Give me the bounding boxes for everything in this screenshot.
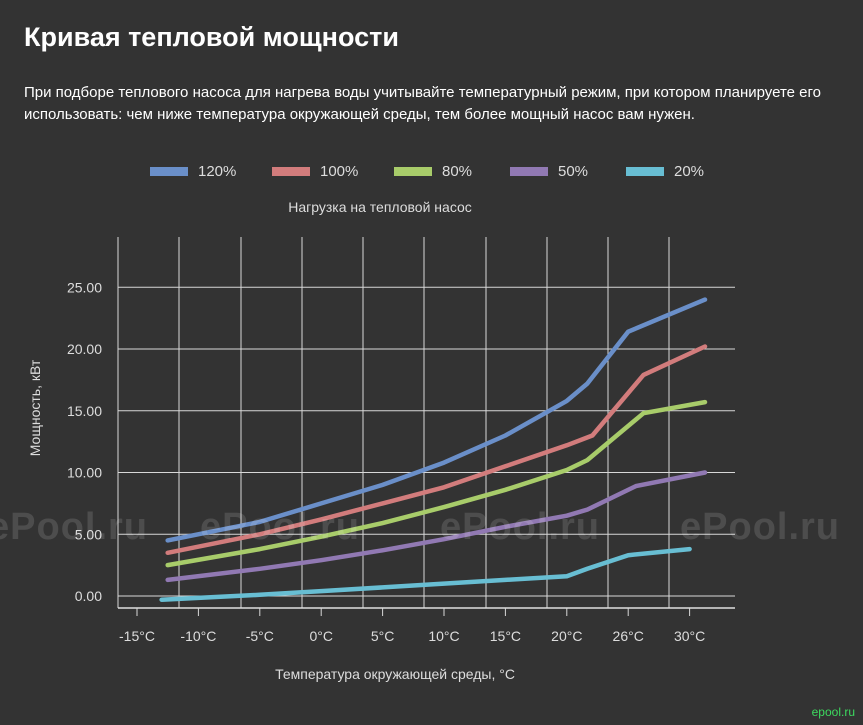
- series-line-0: [165, 297, 708, 543]
- footer-logo: epool.ru: [811, 705, 855, 719]
- legend-label: 50%: [558, 162, 589, 180]
- x-tick-label: 10°C: [428, 628, 459, 644]
- legend-label: 80%: [442, 162, 473, 180]
- series-line-3: [165, 470, 708, 583]
- x-tick-label: -5°C: [246, 628, 274, 644]
- x-tick-label: 5°C: [371, 628, 395, 644]
- legend-label: 100%: [320, 162, 359, 180]
- watermark-4: ePool.ru: [680, 506, 841, 548]
- legend-item-0[interactable]: 120%: [150, 158, 236, 184]
- x-tick-label: -15°C: [119, 628, 155, 644]
- legend-swatch: [510, 166, 548, 176]
- x-axis-label: Температура окружающей среды, °C: [275, 666, 515, 682]
- legend-item-4[interactable]: 20%: [626, 158, 704, 184]
- x-tick-label: 26°C: [613, 628, 644, 644]
- legend-swatch: [394, 166, 432, 176]
- x-tick-label: 30°C: [674, 628, 705, 644]
- page-description: При подборе теплового насоса для нагрева…: [24, 84, 821, 123]
- chart-legend: 120% 100% 80% 50% 20%: [0, 158, 863, 184]
- legend-swatch: [272, 166, 310, 176]
- legend-item-2[interactable]: 80%: [394, 158, 472, 184]
- x-tick-label: -10°C: [180, 628, 216, 644]
- y-tick-label: 20.00: [67, 341, 102, 357]
- legend-label: 20%: [674, 162, 705, 180]
- y-tick-label: 5.00: [75, 526, 102, 542]
- y-tick-label: 25.00: [67, 279, 102, 295]
- legend-swatch: [150, 166, 188, 176]
- chart-title: Нагрузка на тепловой насос: [288, 199, 472, 215]
- page-title: Кривая тепловой мощности: [24, 22, 399, 52]
- legend-item-1[interactable]: 100%: [272, 158, 358, 184]
- watermark-2: ePool.ru: [200, 506, 361, 548]
- y-tick-label: 10.00: [67, 465, 102, 481]
- watermark-1: ePool.ru: [0, 506, 149, 548]
- series-line-4: [159, 546, 692, 602]
- y-axis-label: Мощность, кВт: [27, 359, 43, 456]
- x-tick-label: 0°C: [309, 628, 333, 644]
- series-line-1: [165, 344, 708, 556]
- legend-item-3[interactable]: 50%: [510, 158, 588, 184]
- y-tick-label: 0.00: [75, 588, 102, 604]
- watermark-3: ePool.ru: [440, 506, 601, 548]
- series-line-2: [165, 399, 708, 568]
- x-tick-label: 20°C: [551, 628, 582, 644]
- y-tick-label: 15.00: [67, 403, 102, 419]
- legend-label: 120%: [198, 162, 237, 180]
- x-tick-label: 15°C: [490, 628, 521, 644]
- legend-swatch: [626, 166, 664, 176]
